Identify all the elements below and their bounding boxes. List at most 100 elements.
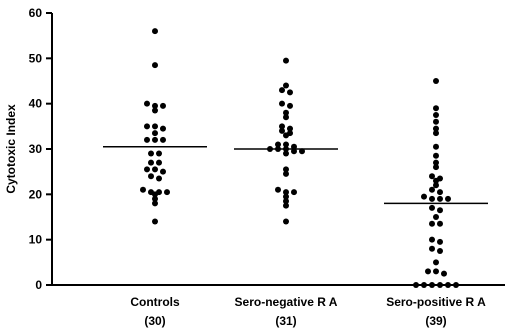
data-point bbox=[445, 195, 451, 202]
data-point bbox=[275, 186, 281, 193]
data-point bbox=[437, 282, 443, 288]
data-point bbox=[152, 130, 158, 137]
data-point bbox=[433, 182, 439, 189]
data-point bbox=[144, 136, 150, 143]
data-point bbox=[283, 218, 289, 225]
data-point bbox=[413, 282, 419, 288]
data-point bbox=[283, 166, 289, 173]
data-point bbox=[429, 204, 435, 211]
data-point bbox=[283, 109, 289, 116]
data-point bbox=[433, 259, 439, 266]
data-point bbox=[425, 268, 431, 275]
data-point bbox=[429, 245, 435, 252]
data-point bbox=[160, 136, 166, 143]
data-point bbox=[148, 150, 154, 157]
data-point bbox=[267, 146, 273, 152]
data-point bbox=[437, 220, 443, 227]
data-point bbox=[160, 168, 166, 175]
y-tick-label: 10 bbox=[29, 233, 43, 247]
data-point bbox=[275, 141, 281, 148]
y-tick-label: 0 bbox=[35, 278, 42, 292]
data-point bbox=[283, 114, 289, 121]
data-point bbox=[441, 270, 447, 277]
data-point bbox=[433, 164, 439, 171]
data-point bbox=[433, 268, 439, 275]
data-point bbox=[152, 28, 158, 35]
data-point bbox=[283, 193, 289, 200]
data-point bbox=[283, 150, 289, 157]
data-point bbox=[144, 166, 150, 173]
data-point bbox=[156, 159, 162, 166]
data-point bbox=[152, 191, 158, 198]
data-point bbox=[291, 143, 297, 150]
data-point bbox=[152, 200, 158, 207]
data-point bbox=[152, 136, 158, 143]
data-point bbox=[148, 159, 154, 166]
data-point bbox=[429, 186, 435, 193]
data-point bbox=[453, 282, 459, 288]
data-point bbox=[160, 125, 166, 132]
data-point bbox=[433, 78, 439, 84]
data-point bbox=[433, 118, 439, 125]
data-point bbox=[283, 132, 289, 139]
data-point bbox=[283, 146, 289, 152]
data-point bbox=[437, 238, 443, 245]
data-point bbox=[433, 105, 439, 112]
data-point bbox=[144, 100, 150, 107]
category-label: Sero-positive R A bbox=[386, 295, 486, 309]
data-point bbox=[437, 195, 443, 202]
y-axis-label: Cytotoxic Index bbox=[4, 104, 18, 194]
data-point bbox=[437, 207, 443, 214]
data-point bbox=[279, 100, 285, 107]
data-point bbox=[291, 189, 297, 196]
y-tick-label: 40 bbox=[29, 97, 43, 111]
data-point bbox=[283, 82, 289, 89]
data-point bbox=[283, 202, 289, 209]
data-point bbox=[283, 189, 289, 196]
data-point bbox=[433, 112, 439, 118]
data-point bbox=[421, 282, 427, 288]
data-point bbox=[148, 173, 154, 180]
data-point bbox=[287, 89, 293, 96]
data-point bbox=[164, 189, 170, 196]
data-point bbox=[433, 152, 439, 159]
data-point bbox=[279, 127, 285, 134]
data-point bbox=[433, 143, 439, 150]
data-point bbox=[144, 123, 150, 130]
data-point bbox=[283, 141, 289, 148]
data-point bbox=[152, 62, 158, 69]
data-point bbox=[279, 87, 285, 94]
data-point bbox=[152, 166, 158, 173]
data-point bbox=[299, 148, 305, 155]
category-count: (31) bbox=[275, 314, 296, 328]
category-count: (30) bbox=[144, 314, 165, 328]
data-point bbox=[433, 214, 439, 220]
y-tick-label: 60 bbox=[29, 6, 43, 20]
data-point bbox=[421, 193, 427, 200]
category-label: Controls bbox=[130, 295, 180, 309]
category-count: (39) bbox=[425, 314, 446, 328]
data-point bbox=[433, 130, 439, 137]
data-point bbox=[429, 195, 435, 202]
data-point bbox=[283, 198, 289, 205]
data-point bbox=[433, 125, 439, 132]
data-point bbox=[429, 220, 435, 227]
category-label: Sero-negative R A bbox=[235, 295, 338, 309]
data-point bbox=[275, 146, 281, 152]
data-point bbox=[433, 177, 439, 184]
data-point bbox=[287, 125, 293, 132]
data-point bbox=[279, 123, 285, 130]
data-point bbox=[433, 159, 439, 166]
y-tick-label: 50 bbox=[29, 51, 43, 65]
data-point bbox=[437, 189, 443, 196]
y-tick-label: 30 bbox=[29, 142, 43, 156]
data-point bbox=[445, 282, 451, 288]
data-point bbox=[291, 148, 297, 155]
x-labels: Controls (30) Sero-negative R A (31) Sero-po… bbox=[130, 295, 486, 328]
y-ticks: 0 10 20 30 40 50 60 bbox=[29, 6, 52, 292]
data-point bbox=[429, 173, 435, 180]
data-point bbox=[152, 195, 158, 202]
data-point bbox=[437, 248, 443, 254]
data-point bbox=[152, 107, 158, 114]
